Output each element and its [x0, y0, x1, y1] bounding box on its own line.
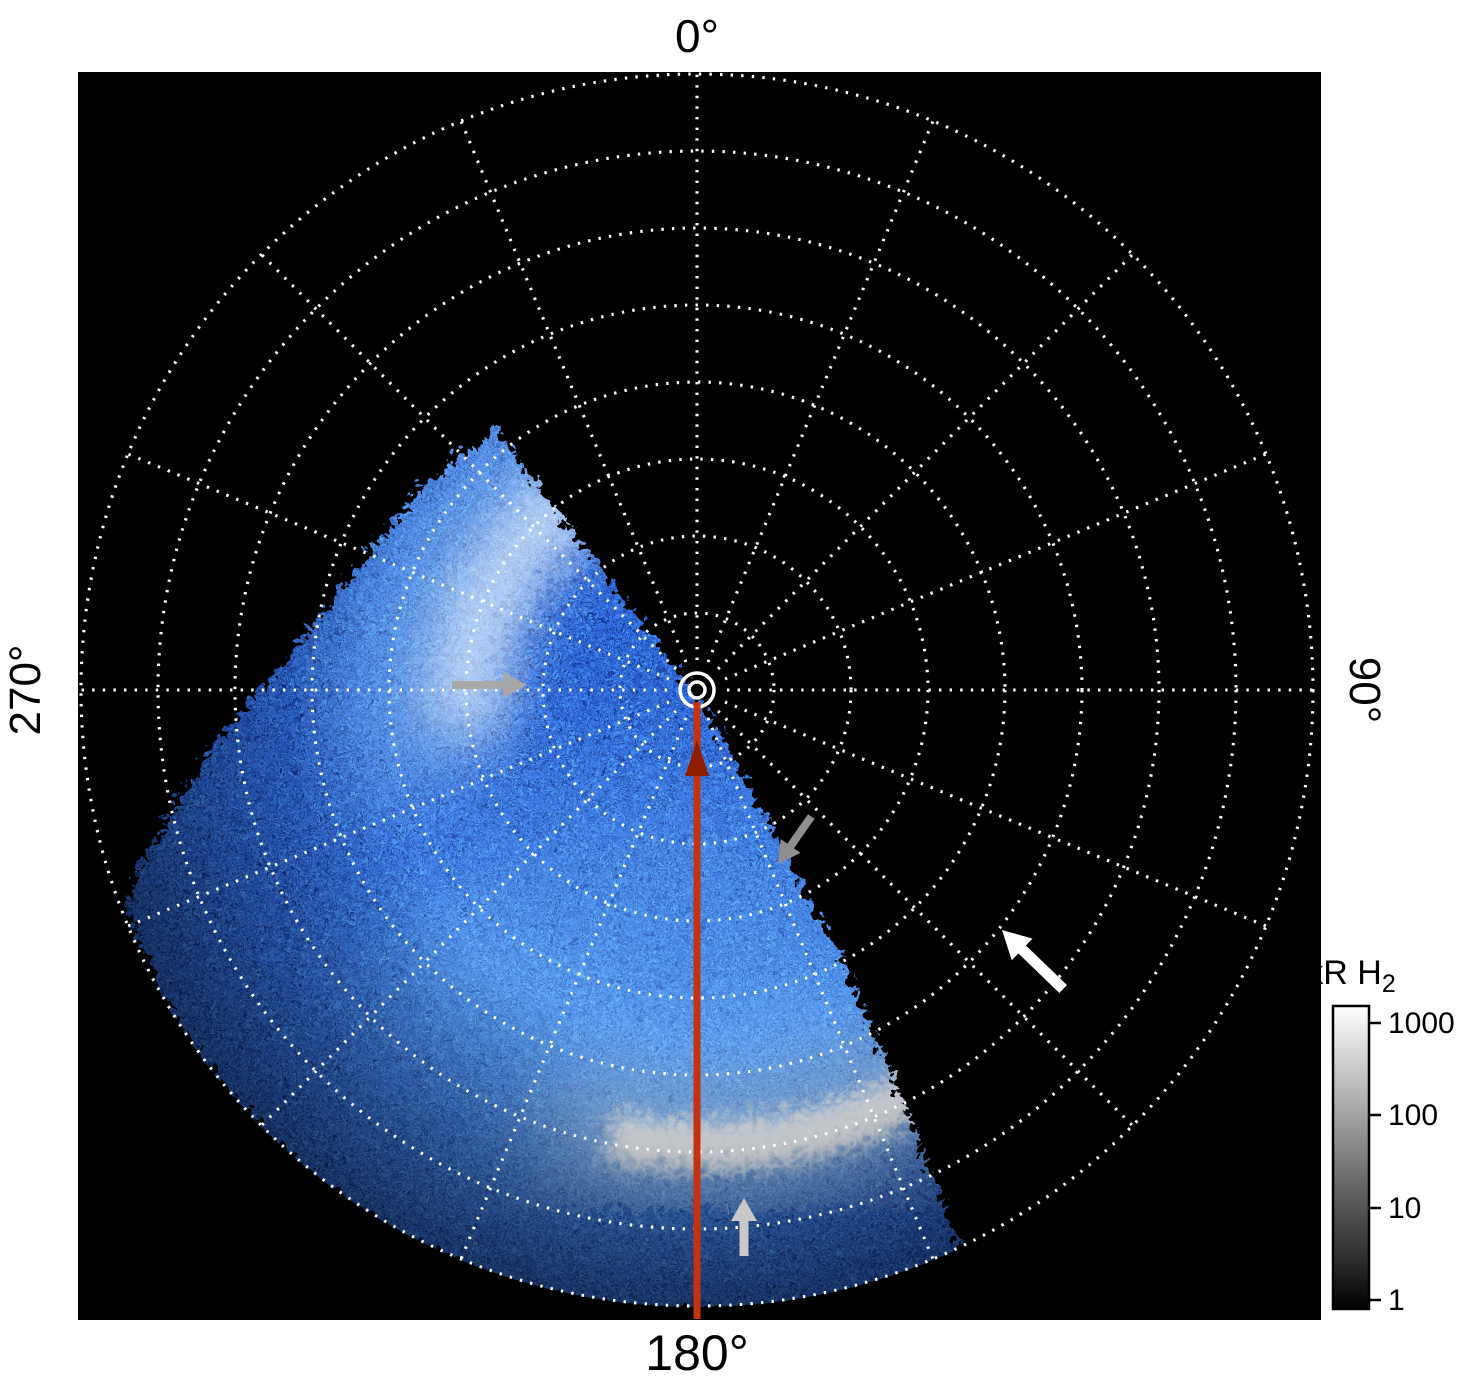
meridian-line-180 [685, 702, 709, 1319]
grid-spoke [716, 252, 1135, 671]
grid-spoke [459, 717, 688, 1260]
colorbar-title: kR H2 [1306, 954, 1395, 998]
gray-right-arrow-icon [452, 672, 527, 698]
grid-spoke [259, 252, 678, 671]
white-up-left-arrow-icon [1002, 930, 1067, 994]
colorbar-tick-label-1: 1 [1388, 1284, 1405, 1317]
arrow-shaft [1014, 941, 1067, 994]
grid-spoke [259, 709, 678, 1128]
arrow-head [778, 839, 801, 864]
grid-spoke [459, 120, 688, 663]
grid-spoke [706, 717, 935, 1260]
angle-label-0: 0° [675, 10, 719, 62]
angle-label-180: 180° [645, 1325, 748, 1381]
grid-ring [233, 226, 1161, 1154]
arrow-shaft [783, 814, 815, 854]
gray-down-left-arrow-icon [778, 814, 815, 864]
annotation-arrows [452, 672, 1067, 1256]
grid-ring [79, 72, 1315, 1308]
arrow-head [731, 1198, 757, 1221]
grid-ring [618, 611, 776, 769]
grid-spoke [724, 700, 1267, 928]
grid-spoke [724, 452, 1267, 681]
grid-ring [541, 534, 853, 846]
pole-marker-inner [687, 680, 707, 700]
arrow-head [503, 672, 527, 698]
colorbar-gradient [1331, 1004, 1371, 1311]
grid-spoke [716, 709, 1135, 1128]
meridian-arrowhead-icon [685, 740, 709, 776]
grid-spoke [127, 452, 670, 681]
angle-label-90: 90° [1340, 657, 1389, 724]
gray-up-arrow-icon [731, 1198, 757, 1256]
grid-spoke [706, 120, 935, 663]
angle-label-270: 270° [1, 644, 50, 735]
arrow-head [1002, 930, 1033, 961]
colorbar-title-main: kR H [1306, 954, 1382, 992]
colorbar: kR H2 1000 100 10 1 [1306, 954, 1454, 1317]
colorbar-tick-label-100: 100 [1388, 1099, 1438, 1132]
colorbar-title-sub: 2 [1382, 970, 1396, 998]
colorbar-tick-label-1000: 1000 [1388, 1007, 1455, 1040]
colorbar-tick-label-10: 10 [1388, 1192, 1421, 1225]
grid-spoke [127, 700, 670, 928]
